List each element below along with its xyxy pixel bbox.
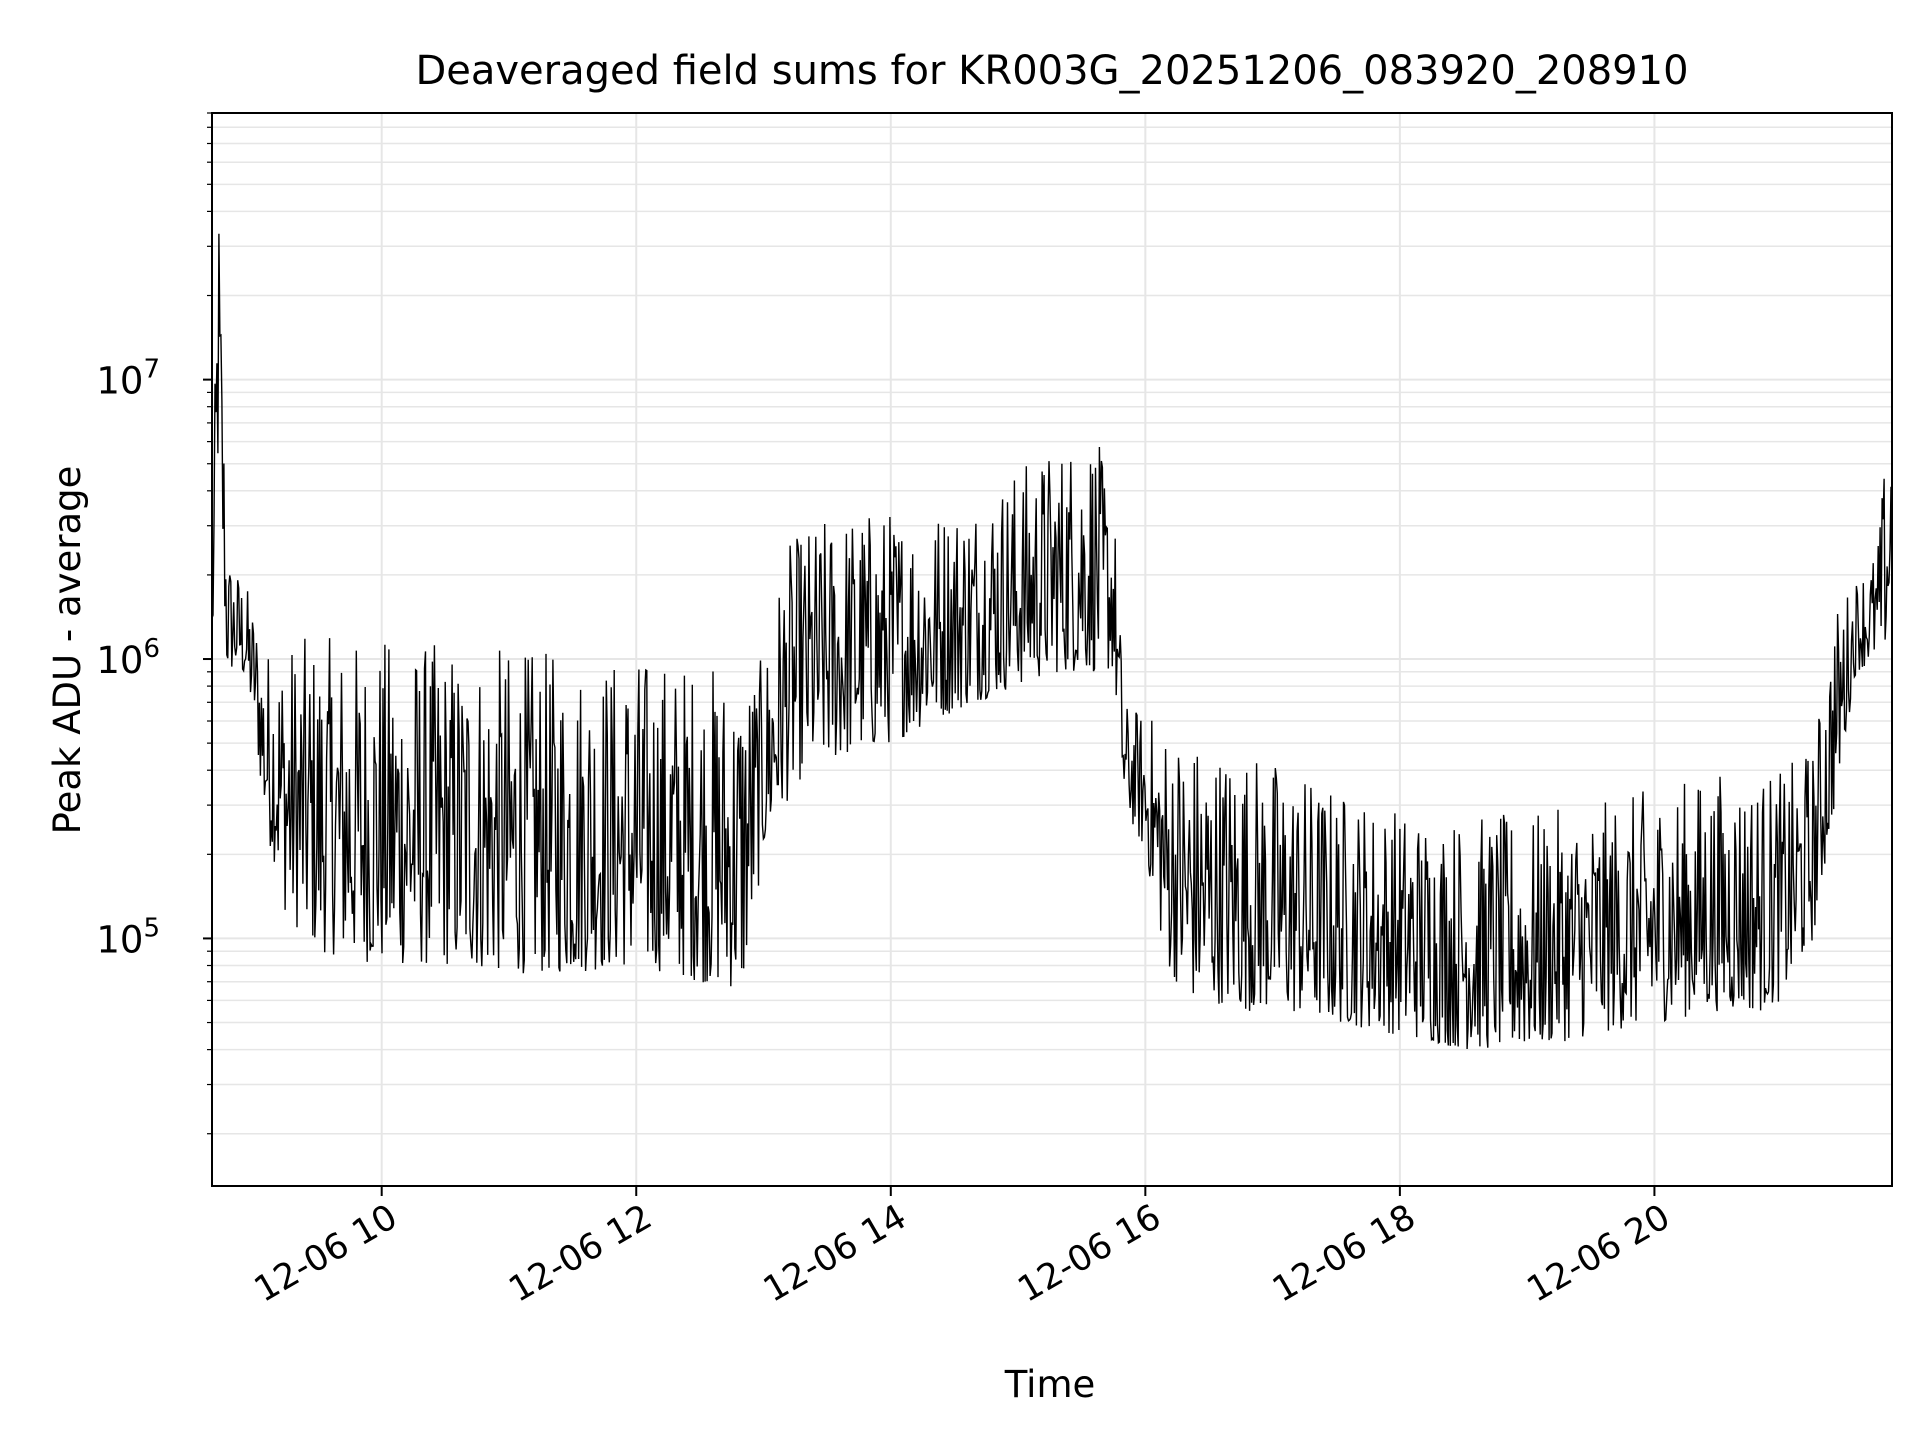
y-axis-label: Peak ADU - average	[46, 466, 89, 835]
y-tick-label: 107	[96, 355, 160, 403]
x-tick-label: 12-06 10	[248, 1197, 404, 1310]
x-tick-layer: 12-06 10 12-06 12 12-06 14 12-06 16 12-06 18…	[248, 1186, 1677, 1310]
x-tick-label: 12-06 18	[1266, 1197, 1422, 1310]
x-tick-label: 12-06 20	[1521, 1197, 1677, 1310]
y-tick-label: 106	[96, 634, 160, 682]
x-tick-label: 12-06 14	[757, 1197, 913, 1310]
series-line	[211, 233, 1893, 1050]
x-axis-label: Time	[1004, 1363, 1096, 1406]
chart-title: Deaveraged field sums for KR003G_2025120…	[415, 48, 1688, 94]
grid-layer	[212, 112, 1892, 1186]
x-tick-label: 12-06 12	[502, 1197, 658, 1310]
plot-frame	[211, 112, 1893, 1187]
y-tick-layer: 105 106 107	[96, 112, 212, 1135]
data-layer	[211, 233, 1893, 1050]
x-tick-label: 12-06 16	[1012, 1197, 1168, 1310]
y-tick-label: 105	[96, 913, 160, 961]
